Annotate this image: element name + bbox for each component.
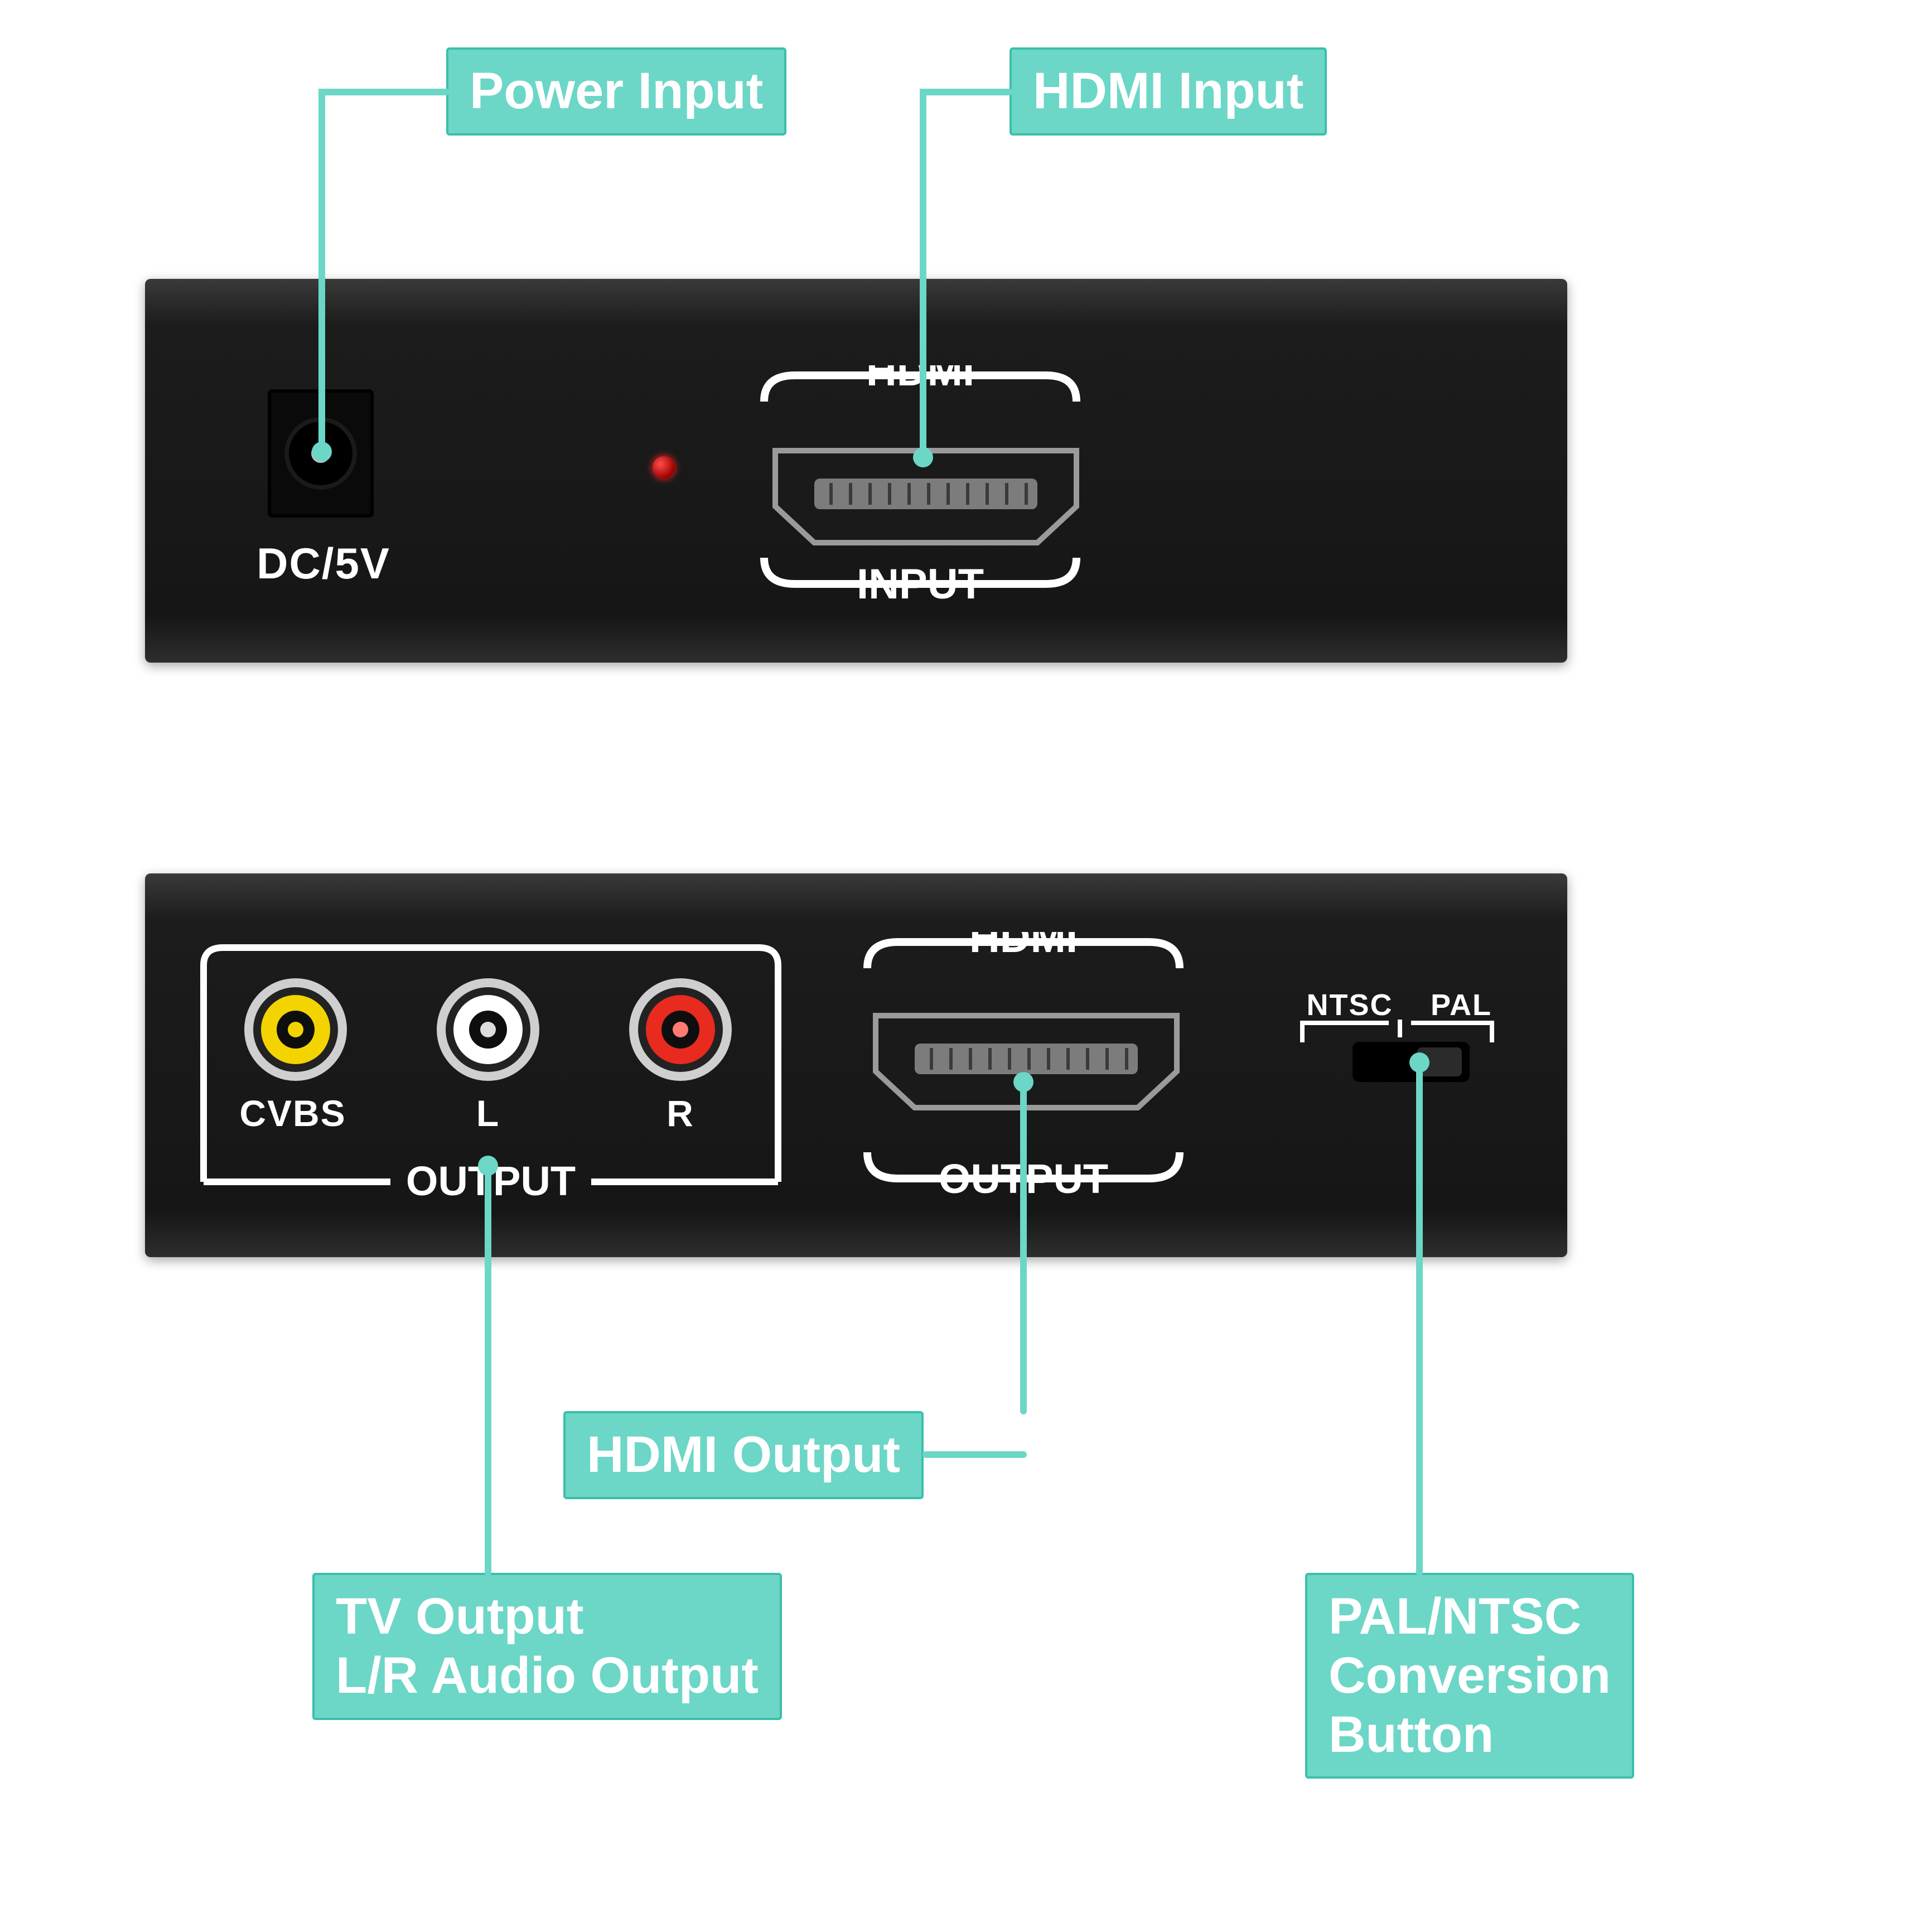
hdmi-output-port — [870, 1004, 1182, 1116]
svg-text:HDMI: HDMI — [969, 932, 1078, 962]
callout-tv-output: TV Output L/R Audio Output — [312, 1573, 782, 1720]
rca-right — [625, 974, 736, 1088]
callout-hdmi-output: HDMI Output — [563, 1411, 924, 1499]
dot-hdmi-out — [1013, 1072, 1033, 1092]
device-panel-top: DC/5V HDMI INPUT — [145, 279, 1567, 663]
rca-left-label: L — [468, 1092, 508, 1134]
svg-text:OUTPUT: OUTPUT — [939, 1156, 1108, 1200]
rca-cvbs — [240, 974, 351, 1088]
device-panel-bottom: OUTPUT CVBS L — [145, 873, 1567, 1257]
rca-left — [432, 974, 544, 1088]
hdmi-bottom-label: INPUT — [857, 561, 984, 600]
rca-right-label: R — [658, 1092, 703, 1134]
callout-hdmi-input: HDMI Input — [1010, 47, 1327, 136]
dot-power — [312, 442, 332, 462]
switch-bracket — [1300, 1017, 1495, 1045]
status-led — [653, 456, 675, 479]
callout-power-input: Power Input — [446, 47, 786, 136]
dot-tv-out — [478, 1156, 498, 1176]
dot-hdmi-in — [913, 447, 933, 467]
rca-cvbs-label: CVBS — [229, 1092, 357, 1134]
diagram-stage: DC/5V HDMI INPUT — [0, 0, 1932, 1932]
dot-switch — [1409, 1052, 1429, 1073]
hdmi-top-label: HDMI — [866, 365, 974, 395]
callout-pal-ntsc: PAL/NTSC Conversion Button — [1305, 1573, 1634, 1779]
dc-label: DC/5V — [240, 538, 407, 589]
